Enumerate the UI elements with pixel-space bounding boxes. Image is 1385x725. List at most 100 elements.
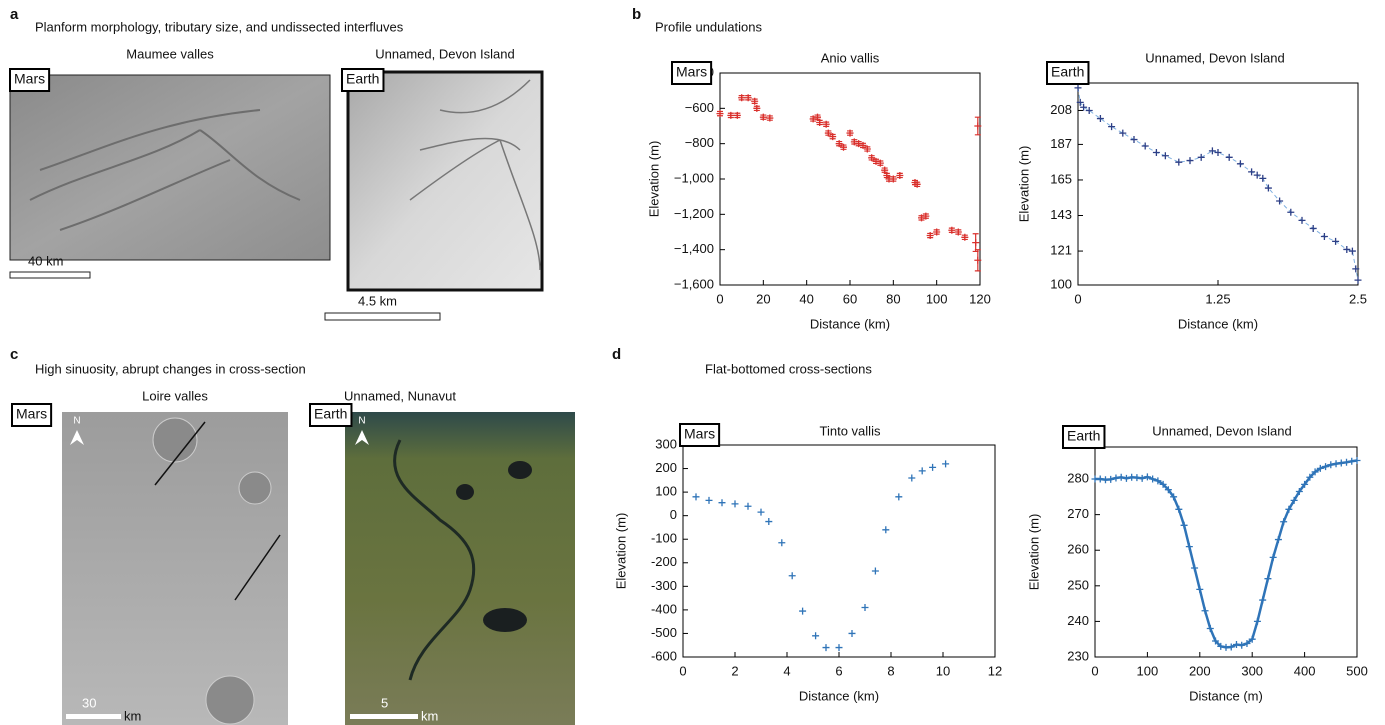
- point: [926, 232, 934, 240]
- lake: [456, 484, 474, 500]
- x-tick-label: 60: [843, 291, 857, 306]
- point: [1238, 641, 1246, 649]
- y-tick-label: −1,200: [674, 206, 714, 221]
- panel-title: Profile undulations: [655, 19, 762, 34]
- badge-box: [341, 68, 385, 92]
- point: [1225, 153, 1233, 161]
- image-detail: [29, 109, 301, 231]
- point: [1214, 148, 1222, 156]
- crater: [238, 471, 272, 505]
- badge-box: [11, 403, 53, 427]
- point: [882, 526, 890, 534]
- point: [1085, 106, 1093, 114]
- scale-label: 4.5 km: [358, 293, 397, 308]
- badge-label: Earth: [1051, 64, 1084, 80]
- point: [1253, 171, 1261, 179]
- point: [1337, 459, 1345, 467]
- x-tick-label: 2: [731, 663, 738, 678]
- image-title: Unnamed, Nunavut: [344, 388, 456, 403]
- image-title: Loire valles: [142, 388, 208, 403]
- point: [1227, 643, 1235, 651]
- scale-number: 5: [381, 695, 388, 710]
- x-axis-label: Distance (km): [799, 688, 879, 703]
- y-tick-label: 100: [1050, 276, 1072, 291]
- scale-bar: [66, 714, 121, 719]
- point: [1248, 635, 1256, 643]
- scale-label: 40 km: [28, 253, 63, 268]
- x-tick-label: 10: [936, 663, 950, 678]
- point: [1259, 174, 1267, 182]
- y-tick-label: 200: [655, 460, 677, 475]
- point: [1269, 553, 1277, 561]
- point: [1117, 473, 1125, 481]
- x-tick-label: 2.5: [1349, 291, 1367, 306]
- point: [876, 159, 884, 167]
- point: [933, 228, 941, 236]
- panel-label: a: [10, 6, 19, 23]
- badge: Mars: [679, 423, 721, 447]
- point: [829, 133, 837, 141]
- point: [1306, 473, 1314, 481]
- point: [1248, 168, 1256, 176]
- point: [778, 539, 786, 547]
- badge-label: Earth: [314, 406, 347, 422]
- point: [814, 113, 821, 121]
- point: [751, 97, 759, 105]
- point: [1201, 607, 1209, 615]
- x-tick-label: 20: [756, 291, 770, 306]
- point: [913, 180, 921, 188]
- badge: Earth: [341, 68, 385, 92]
- chart-title: Anio vallis: [821, 50, 880, 65]
- arrow: [154, 421, 206, 486]
- point: [1133, 474, 1141, 482]
- series-line: [1077, 87, 1359, 281]
- point: [1354, 276, 1362, 284]
- point: [942, 460, 950, 468]
- point: [1264, 575, 1272, 583]
- y-tick-label: −1,600: [674, 276, 714, 291]
- x-tick-label: 100: [926, 291, 948, 306]
- x-tick-label: 80: [886, 291, 900, 306]
- y-tick-label: −1,400: [674, 241, 714, 256]
- point: [974, 122, 982, 130]
- badge: Earth: [1046, 61, 1090, 85]
- y-tick-label: 100: [655, 484, 677, 499]
- point: [1191, 564, 1199, 572]
- point: [1311, 468, 1319, 476]
- point: [1253, 617, 1261, 625]
- point: [1206, 625, 1214, 633]
- point: [824, 129, 832, 137]
- lake: [508, 461, 532, 479]
- y-tick-label: -400: [651, 601, 677, 616]
- image-detail: [409, 79, 541, 271]
- point: [766, 114, 774, 122]
- scale-bar: [9, 271, 91, 279]
- point: [705, 496, 713, 504]
- point: [1348, 457, 1356, 465]
- north-arrow: [355, 430, 369, 445]
- point: [974, 256, 982, 264]
- point: [1096, 475, 1104, 483]
- y-tick-label: 240: [1067, 613, 1089, 628]
- point: [733, 111, 741, 119]
- point: [1196, 585, 1204, 593]
- point: [1080, 103, 1088, 111]
- point: [859, 141, 867, 149]
- point: [868, 154, 876, 162]
- point: [1295, 487, 1303, 495]
- point: [1108, 123, 1116, 131]
- point: [1112, 474, 1120, 482]
- point: [716, 110, 724, 118]
- scale-number: 30: [82, 695, 96, 710]
- y-tick-label: −800: [685, 135, 714, 150]
- point: [848, 629, 856, 637]
- chart-title: Unnamed, Devon Island: [1152, 423, 1291, 438]
- image-title: Unnamed, Devon Island: [375, 46, 514, 61]
- y-tick-label: 300: [655, 436, 677, 451]
- y-tick-label: −600: [685, 100, 714, 115]
- x-tick-label: 500: [1346, 663, 1368, 678]
- badge: Mars: [671, 61, 713, 85]
- y-axis-label: Elevation (m): [646, 141, 661, 218]
- y-tick-label: −1,000: [674, 170, 714, 185]
- x-tick-label: 0: [1091, 663, 1098, 678]
